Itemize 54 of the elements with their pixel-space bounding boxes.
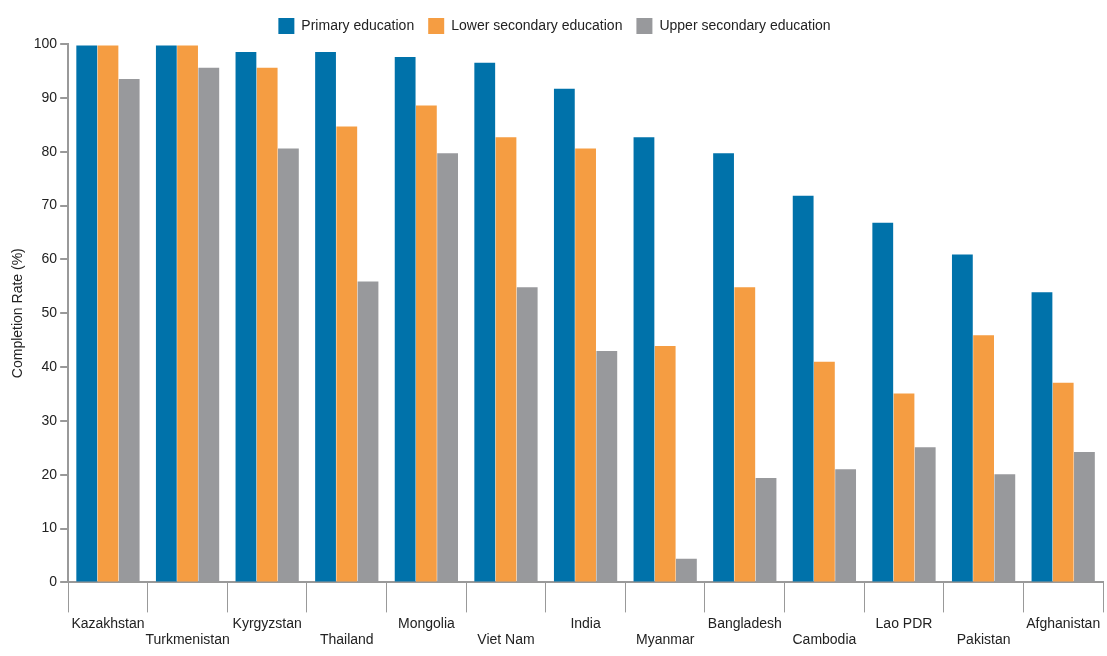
bar	[177, 45, 198, 582]
x-tick-label: Kazakhstan	[71, 614, 145, 631]
bar	[654, 346, 676, 582]
bar	[235, 52, 257, 582]
bar	[315, 52, 336, 582]
x-tick-label: Kyrgyzstan	[232, 614, 302, 631]
bar	[1031, 292, 1053, 582]
y-tick-label: 10	[41, 519, 58, 536]
x-tick-label: Thailand	[319, 631, 374, 648]
y-tick-label: 70	[41, 196, 58, 213]
x-tick-label: Viet Nam	[477, 631, 535, 648]
y-tick-label: 40	[41, 357, 58, 374]
y-axis-title: Completion Rate (%)	[9, 248, 26, 379]
x-tick-label: Mongolia	[397, 614, 455, 631]
bar	[256, 67, 278, 582]
x-tick-label: India	[570, 614, 601, 631]
bar	[474, 62, 496, 582]
y-tick-label: 0	[49, 573, 58, 590]
bar	[336, 126, 358, 582]
legend-label: Primary education	[301, 16, 415, 33]
x-tick-label: Cambodia	[792, 631, 857, 648]
bar	[813, 361, 835, 582]
x-tick-label: Turkmenistan	[145, 631, 230, 648]
y-tick-label: 20	[41, 465, 58, 482]
x-tick-label: Lao PDR	[875, 614, 933, 631]
bar	[734, 287, 756, 582]
bar	[76, 45, 98, 582]
x-tick-label: Myanmar	[636, 631, 695, 648]
bar	[415, 105, 437, 582]
bar	[1052, 382, 1074, 582]
y-tick-label: 100	[33, 34, 58, 51]
bar	[792, 195, 814, 582]
y-tick-label: 30	[41, 411, 58, 428]
bar	[973, 335, 994, 582]
bar	[951, 254, 973, 582]
x-tick-label: Afghanistan	[1026, 614, 1101, 631]
bar	[394, 56, 416, 582]
bar	[575, 148, 596, 582]
bar	[553, 88, 575, 582]
x-tick-label: Bangladesh	[707, 614, 782, 631]
bar	[633, 137, 655, 582]
y-tick-label: 90	[41, 88, 58, 105]
x-tick-label: Pakistan	[956, 631, 1011, 648]
legend-label: Upper secondary education	[659, 16, 831, 33]
bar	[713, 153, 734, 582]
bar	[495, 137, 517, 582]
y-tick-label: 80	[41, 142, 58, 159]
y-tick-label: 60	[41, 250, 58, 267]
y-tick-label: 50	[41, 304, 58, 321]
bar	[872, 222, 894, 582]
bar	[893, 393, 915, 582]
bar	[97, 45, 119, 582]
bar	[155, 45, 177, 582]
legend-label: Lower secondary education	[451, 16, 623, 33]
